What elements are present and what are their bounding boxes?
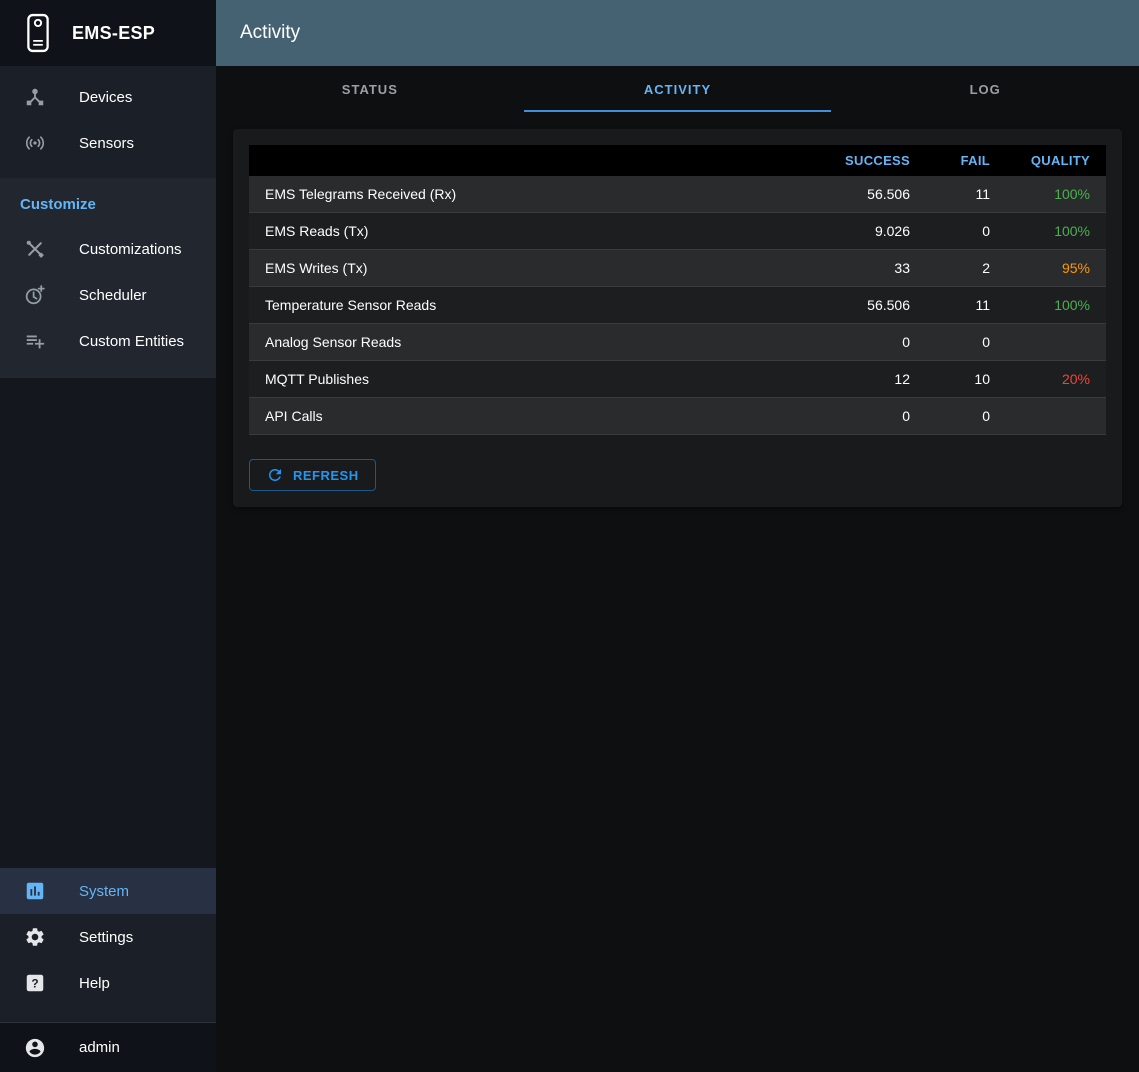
col-header-name — [249, 145, 806, 176]
sidebar-customize-section: Customize Customizations — [0, 178, 216, 378]
success-value: 0 — [902, 408, 910, 424]
gear-icon — [23, 925, 47, 949]
playlist-add-icon — [23, 329, 47, 353]
table-row: Analog Sensor Reads 0 0 — [249, 323, 1106, 361]
metric-name: API Calls — [265, 408, 323, 424]
sidebar-item-scheduler[interactable]: Scheduler — [0, 272, 216, 318]
activity-card: SUCCESS FAIL QUALITY EMS Telegrams Recei… — [233, 129, 1122, 507]
fail-value: 0 — [982, 223, 990, 239]
col-header-quality: QUALITY — [1030, 153, 1090, 168]
tab-label: ACTIVITY — [643, 81, 712, 97]
tab-status[interactable]: STATUS — [216, 66, 524, 112]
fail-value: 11 — [975, 297, 990, 313]
sidebar-user[interactable]: admin — [0, 1022, 216, 1072]
metric-name: EMS Telegrams Received (Rx) — [265, 186, 457, 202]
refresh-button[interactable]: REFRESH — [249, 459, 376, 491]
sidebar-item-help[interactable]: ? Help — [0, 960, 216, 1006]
sidebar-bottom-section: System Settings ? Help — [0, 868, 216, 1022]
tab-log[interactable]: LOG — [831, 66, 1139, 112]
ems-esp-logo-icon — [24, 13, 52, 53]
sidebar-item-label: Devices — [79, 88, 133, 106]
success-value: 9.026 — [874, 223, 910, 239]
activity-table: SUCCESS FAIL QUALITY EMS Telegrams Recei… — [249, 145, 1106, 435]
sidebar-item-settings[interactable]: Settings — [0, 914, 216, 960]
table-row: MQTT Publishes 12 10 20% — [249, 360, 1106, 398]
tab-bar: STATUS ACTIVITY LOG — [216, 66, 1139, 112]
main-area: Activity STATUS ACTIVITY LOG SUCCESS — [216, 0, 1139, 1072]
success-value: 12 — [894, 371, 910, 387]
sidebar-item-label: Customizations — [79, 240, 182, 258]
refresh-button-label: REFRESH — [293, 467, 359, 483]
tab-activity[interactable]: ACTIVITY — [523, 66, 832, 112]
tab-label: STATUS — [341, 81, 398, 97]
sidebar-item-devices[interactable]: Devices — [0, 74, 216, 120]
col-header-fail: FAIL — [960, 153, 990, 168]
quality-value: 100% — [1054, 223, 1090, 239]
content-area: SUCCESS FAIL QUALITY EMS Telegrams Recei… — [216, 112, 1139, 1072]
tools-icon — [23, 237, 47, 261]
table-header-row: SUCCESS FAIL QUALITY — [249, 145, 1106, 176]
metric-name: EMS Reads (Tx) — [265, 223, 369, 239]
appbar: Activity — [216, 0, 1139, 66]
metric-name: Temperature Sensor Reads — [265, 297, 437, 313]
quality-value — [1006, 398, 1106, 435]
metric-name: EMS Writes (Tx) — [265, 260, 368, 276]
quality-value: 95% — [1061, 260, 1090, 276]
table-row: API Calls 0 0 — [249, 397, 1106, 435]
table-row: EMS Reads (Tx) 9.026 0 100% — [249, 212, 1106, 250]
sidebar-item-label: Custom Entities — [79, 332, 185, 350]
tab-label: LOG — [969, 81, 1001, 97]
refresh-icon — [266, 466, 284, 484]
quality-value: 100% — [1054, 297, 1090, 313]
sidebar-nav: Devices Sensors C — [0, 66, 216, 1022]
customize-section-header: Customize — [20, 195, 96, 213]
quality-value — [1006, 324, 1106, 361]
success-value: 33 — [894, 260, 910, 276]
sidebar: EMS-ESP Devices — [0, 0, 216, 1072]
fail-value: 0 — [982, 408, 990, 424]
svg-text:?: ? — [31, 976, 38, 990]
sidebar-item-label: Help — [79, 974, 110, 992]
user-name: admin — [79, 1039, 120, 1056]
fail-value: 0 — [982, 334, 990, 350]
sidebar-item-customizations[interactable]: Customizations — [0, 226, 216, 272]
sidebar-item-label: System — [79, 882, 130, 900]
table-row: Temperature Sensor Reads 56.506 11 100% — [249, 286, 1106, 324]
success-value: 56.506 — [867, 186, 910, 202]
sensors-icon — [23, 131, 47, 155]
metric-name: MQTT Publishes — [265, 371, 369, 387]
page-title: Activity — [240, 22, 301, 43]
table-row: EMS Writes (Tx) 33 2 95% — [249, 249, 1106, 287]
schedule-clock-icon — [23, 283, 47, 307]
quality-value: 100% — [1054, 186, 1090, 202]
sidebar-item-custom-entities[interactable]: Custom Entities — [0, 318, 216, 364]
sidebar-main-section: Devices Sensors — [0, 66, 216, 178]
sidebar-item-sensors[interactable]: Sensors — [0, 120, 216, 166]
col-header-success: SUCCESS — [845, 153, 910, 168]
account-circle-icon — [23, 1036, 47, 1060]
success-value: 0 — [902, 334, 910, 350]
sidebar-item-label: Scheduler — [79, 286, 147, 304]
success-value: 56.506 — [867, 297, 910, 313]
device-hub-icon — [23, 85, 47, 109]
help-icon: ? — [23, 971, 47, 995]
sidebar-item-system[interactable]: System — [0, 868, 216, 914]
fail-value: 2 — [982, 260, 990, 276]
app-logo-header: EMS-ESP — [0, 0, 216, 66]
quality-value: 20% — [1061, 371, 1090, 387]
bar-chart-icon — [23, 879, 47, 903]
app-title: EMS-ESP — [72, 22, 156, 43]
sidebar-item-label: Sensors — [79, 134, 135, 152]
table-row: EMS Telegrams Received (Rx) 56.506 11 10… — [249, 176, 1106, 213]
fail-value: 10 — [974, 371, 990, 387]
metric-name: Analog Sensor Reads — [265, 334, 402, 350]
sidebar-spacer — [0, 378, 216, 868]
sidebar-item-label: Settings — [79, 928, 134, 946]
fail-value: 11 — [975, 186, 990, 202]
